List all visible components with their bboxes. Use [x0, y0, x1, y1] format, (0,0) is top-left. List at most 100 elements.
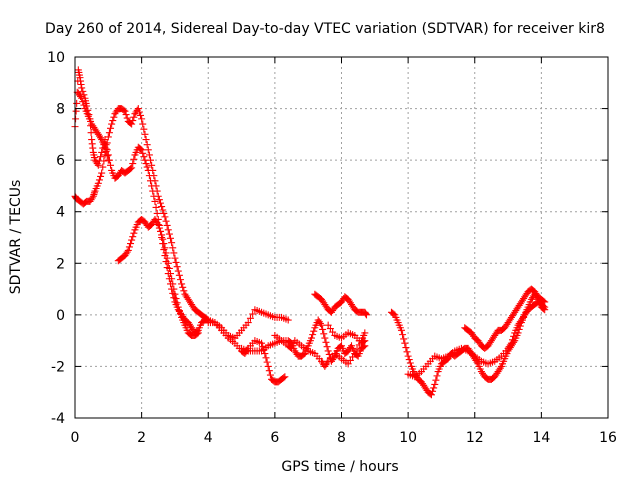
data-point — [318, 321, 326, 329]
series-trace-late-b — [404, 290, 549, 381]
data-point — [280, 374, 288, 382]
data-point — [138, 146, 146, 154]
data-point — [128, 164, 136, 172]
data-point — [157, 227, 165, 235]
data-point — [266, 371, 274, 379]
series-trace-midday-e — [324, 321, 369, 347]
data-point — [123, 114, 131, 122]
data-point — [137, 145, 145, 153]
data-point — [142, 160, 150, 168]
data-point — [77, 93, 85, 101]
x-tick-label: 0 — [71, 430, 80, 446]
data-point — [168, 239, 176, 247]
data-point — [178, 280, 186, 288]
y-tick-label: 6 — [56, 153, 65, 169]
series-trace-early-low — [71, 105, 212, 324]
data-point — [541, 298, 549, 306]
data-point — [90, 189, 98, 197]
data-point — [151, 177, 159, 185]
data-point — [161, 244, 169, 252]
data-point — [166, 234, 174, 242]
data-point — [122, 111, 130, 119]
data-point — [134, 105, 142, 113]
data-point — [127, 165, 135, 173]
data-point — [97, 172, 105, 180]
data-point — [323, 343, 331, 351]
data-point — [168, 275, 176, 283]
data-point — [135, 108, 143, 116]
data-point — [108, 120, 116, 128]
x-tick-label: 2 — [137, 430, 146, 446]
data-point — [249, 310, 257, 318]
data-point — [169, 280, 177, 288]
data-point — [90, 191, 98, 199]
data-point — [162, 249, 170, 257]
data-point — [103, 152, 111, 160]
data-point — [143, 141, 151, 149]
data-point — [174, 267, 182, 275]
data-point — [88, 194, 96, 202]
data-point — [496, 364, 504, 372]
data-point — [540, 297, 548, 305]
data-point — [427, 391, 435, 399]
data-point — [159, 206, 167, 214]
data-point — [154, 221, 162, 229]
data-point — [80, 101, 88, 109]
data-point — [97, 134, 105, 142]
data-point — [157, 199, 165, 207]
data-point — [173, 299, 181, 307]
data-point — [140, 153, 148, 161]
data-point — [128, 120, 136, 128]
data-point — [129, 117, 137, 125]
data-point — [164, 259, 172, 267]
series-trace-midday-d — [311, 290, 370, 319]
data-point — [509, 336, 517, 344]
data-point — [165, 230, 173, 238]
grid-lines — [75, 57, 608, 418]
data-point — [153, 187, 161, 195]
y-tick-label: 0 — [56, 308, 65, 324]
data-point — [284, 316, 292, 324]
y-tick-label: 4 — [56, 205, 65, 221]
data-point — [351, 350, 359, 358]
data-point — [110, 113, 118, 121]
data-point — [97, 153, 105, 161]
data-point — [138, 115, 146, 123]
series-trace-early-mid — [74, 89, 112, 164]
data-point — [89, 144, 97, 152]
data-point — [321, 334, 329, 342]
data-point — [149, 166, 157, 174]
data-point — [400, 335, 408, 343]
data-point — [139, 149, 147, 157]
data-point — [541, 306, 549, 314]
data-point — [139, 120, 147, 128]
data-point — [163, 221, 171, 229]
data-point — [403, 348, 411, 356]
y-tick-label: 8 — [56, 102, 65, 118]
data-point — [98, 169, 106, 177]
x-tick-label: 8 — [337, 430, 346, 446]
plot-frame — [74, 56, 609, 419]
data-point — [94, 161, 102, 169]
data-point — [158, 203, 166, 211]
data-point — [107, 124, 115, 132]
data-point — [540, 305, 548, 313]
data-point — [72, 115, 80, 123]
data-point — [171, 290, 179, 298]
data-point — [193, 330, 201, 338]
data-point — [397, 326, 405, 334]
data-point — [361, 309, 369, 317]
data-point — [170, 285, 178, 293]
data-point — [142, 136, 150, 144]
data-point — [144, 146, 152, 154]
x-tick-label: 12 — [466, 430, 484, 446]
data-point — [353, 345, 361, 353]
data-point — [88, 140, 96, 148]
data-point — [152, 182, 160, 190]
data-point — [99, 163, 107, 171]
data-point — [510, 332, 518, 340]
data-point — [325, 350, 333, 358]
data-point — [127, 240, 135, 248]
